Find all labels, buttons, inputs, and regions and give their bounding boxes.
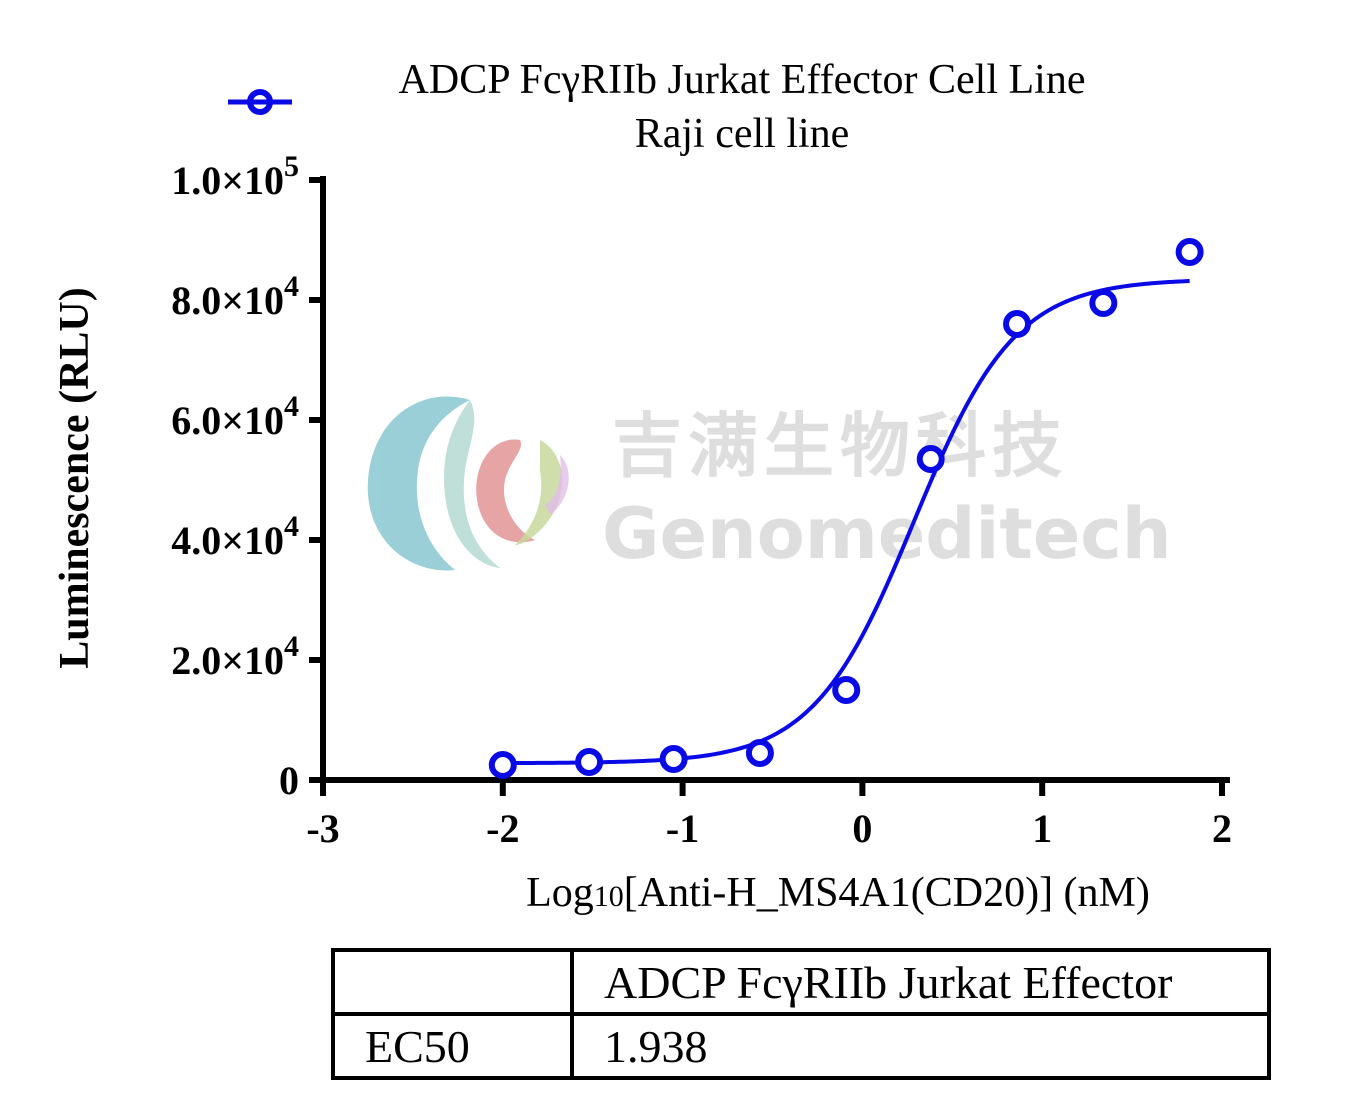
y-tick-label-mantissa: 1.0×10 bbox=[171, 158, 284, 203]
x-axis-ticks: -3 -2 -1 0 1 2 bbox=[306, 780, 1232, 851]
y-tick-label: 2.0×104 bbox=[171, 630, 299, 683]
x-tick-label: -3 bbox=[306, 806, 339, 851]
legend: ADCP FcγRIIb Jurkat Effector Cell Line R… bbox=[228, 57, 1085, 157]
watermark-en: Genomeditech bbox=[602, 493, 1172, 575]
ec50-table: ADCP FcγRIIb Jurkat Effector EC50 1.938 bbox=[331, 948, 1271, 1080]
x-tick-label: -1 bbox=[666, 806, 699, 851]
y-tick-label: 1.0×105 bbox=[171, 150, 299, 203]
x-axis-title-prefix: Log bbox=[526, 870, 594, 916]
table-header-cell-series: ADCP FcγRIIb Jurkat Effector bbox=[570, 948, 1271, 1016]
y-tick-label: 4.0×104 bbox=[171, 510, 299, 563]
table-cell-ec50-value: 1.938 bbox=[570, 1012, 1271, 1080]
y-tick-label-mantissa: 2.0×10 bbox=[171, 638, 284, 683]
watermark-cn: 吉满生物科技 bbox=[612, 405, 1068, 487]
y-tick-label-mantissa: 8.0×10 bbox=[171, 278, 284, 323]
table-row: EC50 1.938 bbox=[331, 1012, 1271, 1080]
data-point bbox=[916, 445, 945, 473]
y-tick-label-mantissa: 0 bbox=[279, 758, 299, 803]
x-axis-title-subscript: 10 bbox=[594, 880, 624, 913]
data-points bbox=[488, 238, 1204, 779]
y-tick-label-exponent: 4 bbox=[284, 270, 299, 303]
x-axis-title-rest: [Anti-H_MS4A1(CD20)] (nM) bbox=[624, 870, 1150, 916]
data-point bbox=[1089, 289, 1118, 317]
y-tick-label: 6.0×104 bbox=[171, 390, 299, 443]
data-point bbox=[1003, 310, 1032, 338]
x-tick-label: 0 bbox=[852, 806, 872, 851]
y-tick-label: 8.0×104 bbox=[171, 270, 299, 323]
fit-curve-layer bbox=[502, 279, 1190, 766]
table-header-cell-empty bbox=[331, 948, 574, 1016]
fit-curve bbox=[502, 279, 1190, 766]
watermark: 吉满生物科技 Genomeditech bbox=[367, 396, 1172, 575]
y-tick-label: 0 bbox=[279, 758, 299, 803]
y-tick-label-exponent: 4 bbox=[284, 630, 299, 663]
x-tick-label: -2 bbox=[486, 806, 519, 851]
data-point bbox=[745, 739, 774, 767]
data-point bbox=[659, 745, 688, 773]
legend-subtitle: Raji cell line bbox=[635, 111, 850, 157]
y-tick-label-mantissa: 4.0×10 bbox=[171, 518, 284, 563]
y-axis-title: Luminescence (RLU) bbox=[52, 287, 98, 668]
dose-response-chart: 吉满生物科技 Genomeditech ADCP FcγRIIb Jurkat … bbox=[52, 57, 1232, 916]
table-header-row: ADCP FcγRIIb Jurkat Effector bbox=[331, 948, 1271, 1016]
data-point bbox=[1175, 238, 1204, 266]
x-tick-label: 2 bbox=[1212, 806, 1232, 851]
legend-entry-label: ADCP FcγRIIb Jurkat Effector Cell Line bbox=[399, 57, 1086, 103]
data-point bbox=[575, 748, 604, 776]
watermark-logo-icon bbox=[367, 396, 569, 571]
y-tick-label-exponent: 4 bbox=[284, 510, 299, 543]
y-tick-label-mantissa: 6.0×10 bbox=[171, 398, 284, 443]
y-tick-label-exponent: 5 bbox=[284, 150, 299, 183]
x-tick-label: 1 bbox=[1032, 806, 1052, 851]
legend-marker-icon bbox=[247, 89, 273, 115]
data-point bbox=[832, 676, 861, 704]
y-tick-label-exponent: 4 bbox=[284, 390, 299, 423]
data-point bbox=[488, 751, 517, 779]
table-cell-ec50-label: EC50 bbox=[331, 1012, 574, 1080]
x-axis-title: Log10[Anti-H_MS4A1(CD20)] (nM) bbox=[526, 870, 1150, 916]
